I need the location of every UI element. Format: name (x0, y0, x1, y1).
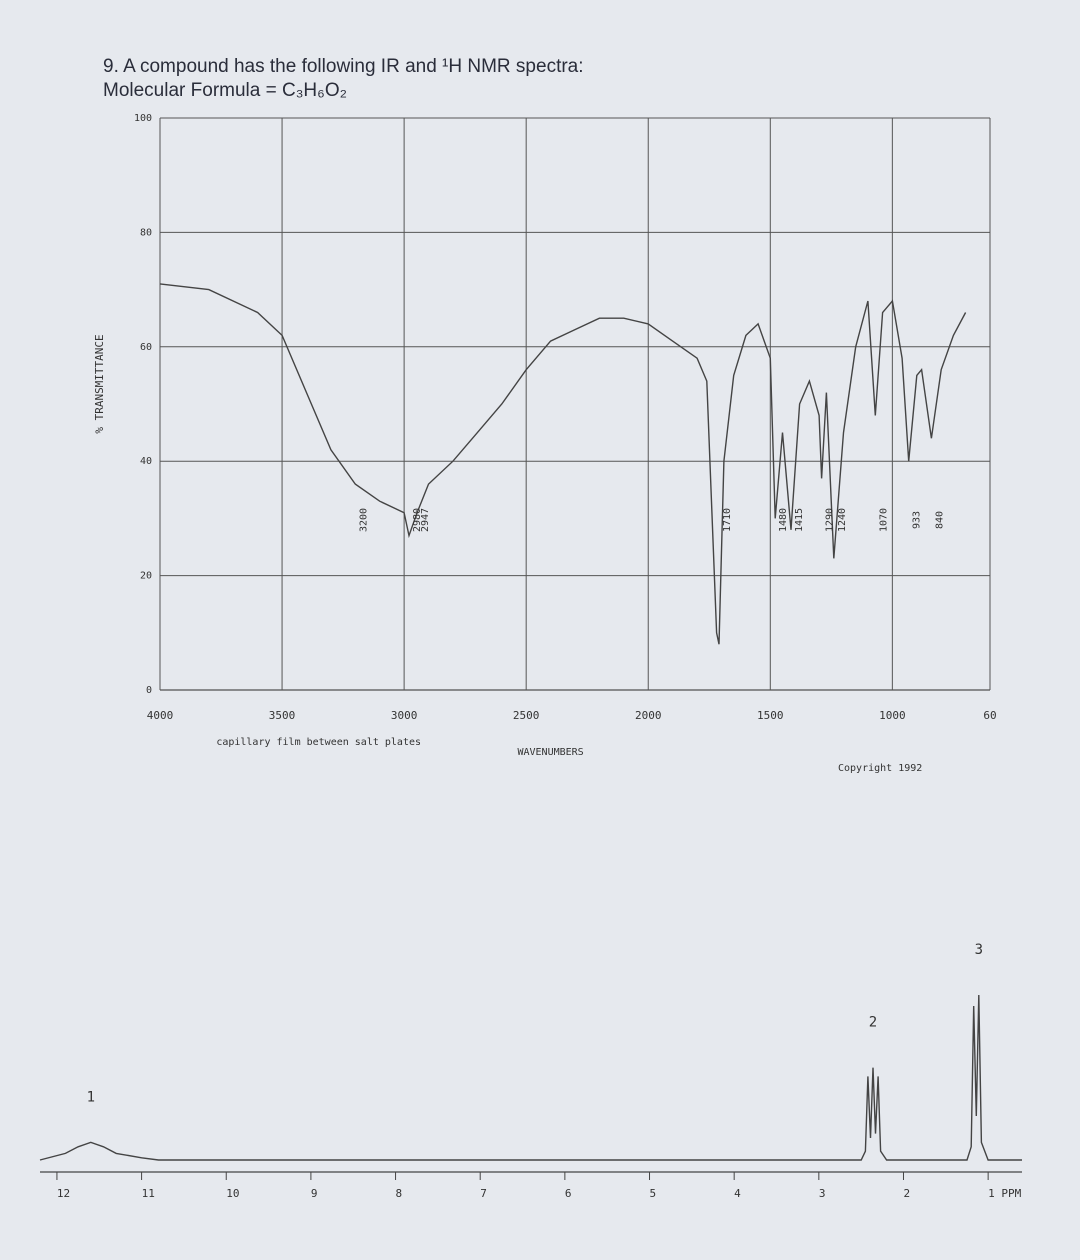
x-tick-label: 3000 (391, 709, 418, 722)
peak-label: 1240 (837, 508, 848, 532)
x-tick-label: 10 (226, 1187, 239, 1200)
peak-label: 1290 (825, 508, 836, 532)
x-tick-label: 1 PPM (988, 1187, 1021, 1200)
spectrum-line (159, 283, 967, 645)
peak-label: 2980 (412, 508, 423, 532)
peak-label: 1415 (794, 508, 805, 532)
copyright: Copyright 1992 (838, 763, 922, 774)
x-tick-label: 2 (903, 1187, 910, 1200)
x-tick-label: 1000 (879, 709, 906, 722)
y-tick-label: 0 (146, 685, 152, 696)
integration-label: 2 (869, 1015, 877, 1031)
y-tick-label: 80 (140, 227, 152, 238)
integration-label: 1 (87, 1089, 95, 1105)
y-tick-label: 60 (140, 342, 152, 353)
x-tick-label: 4 (734, 1187, 741, 1200)
integration-label: 3 (975, 942, 983, 958)
x-tick-label: 1500 (757, 709, 784, 722)
peak-label: 1710 (722, 508, 733, 532)
y-tick-label: 20 (140, 571, 152, 582)
x-tick-label: 2000 (635, 709, 662, 722)
peak-label: 2947 (420, 508, 431, 532)
formula: Molecular Formula = C₃H₆O₂ (103, 80, 347, 101)
x-tick-label: 2500 (513, 709, 540, 722)
y-tick-label: 40 (140, 456, 152, 467)
peak-label: 1480 (778, 508, 789, 532)
x-tick-label: 12 (57, 1187, 70, 1200)
spectrum-line (39, 994, 1022, 1161)
note: capillary film between salt plates (216, 737, 421, 748)
peak-label: 840 (934, 511, 945, 529)
y-tick-label: 100 (134, 113, 152, 124)
x-tick-label: 3500 (269, 709, 296, 722)
peak-label: 1070 (878, 508, 889, 532)
x-tick-label: 7 (480, 1187, 487, 1200)
question: 9. A compound has the following IR and ¹… (103, 56, 584, 77)
x-tick-label: 9 (311, 1187, 318, 1200)
x-tick-label: 11 (142, 1187, 155, 1200)
y-axis-label: % TRANSMITTANCE (93, 334, 106, 433)
x-tick-label: 6 (565, 1187, 572, 1200)
x-tick-label: 60 (983, 709, 996, 722)
peak-label: 3200 (358, 508, 369, 532)
peak-label: 933 (912, 511, 923, 529)
x-tick-label: 5 (650, 1187, 657, 1200)
x-tick-label: 3 (819, 1187, 826, 1200)
x-axis-label: WAVENUMBERS (517, 747, 583, 758)
x-tick-label: 4000 (147, 709, 174, 722)
x-tick-label: 8 (396, 1187, 403, 1200)
